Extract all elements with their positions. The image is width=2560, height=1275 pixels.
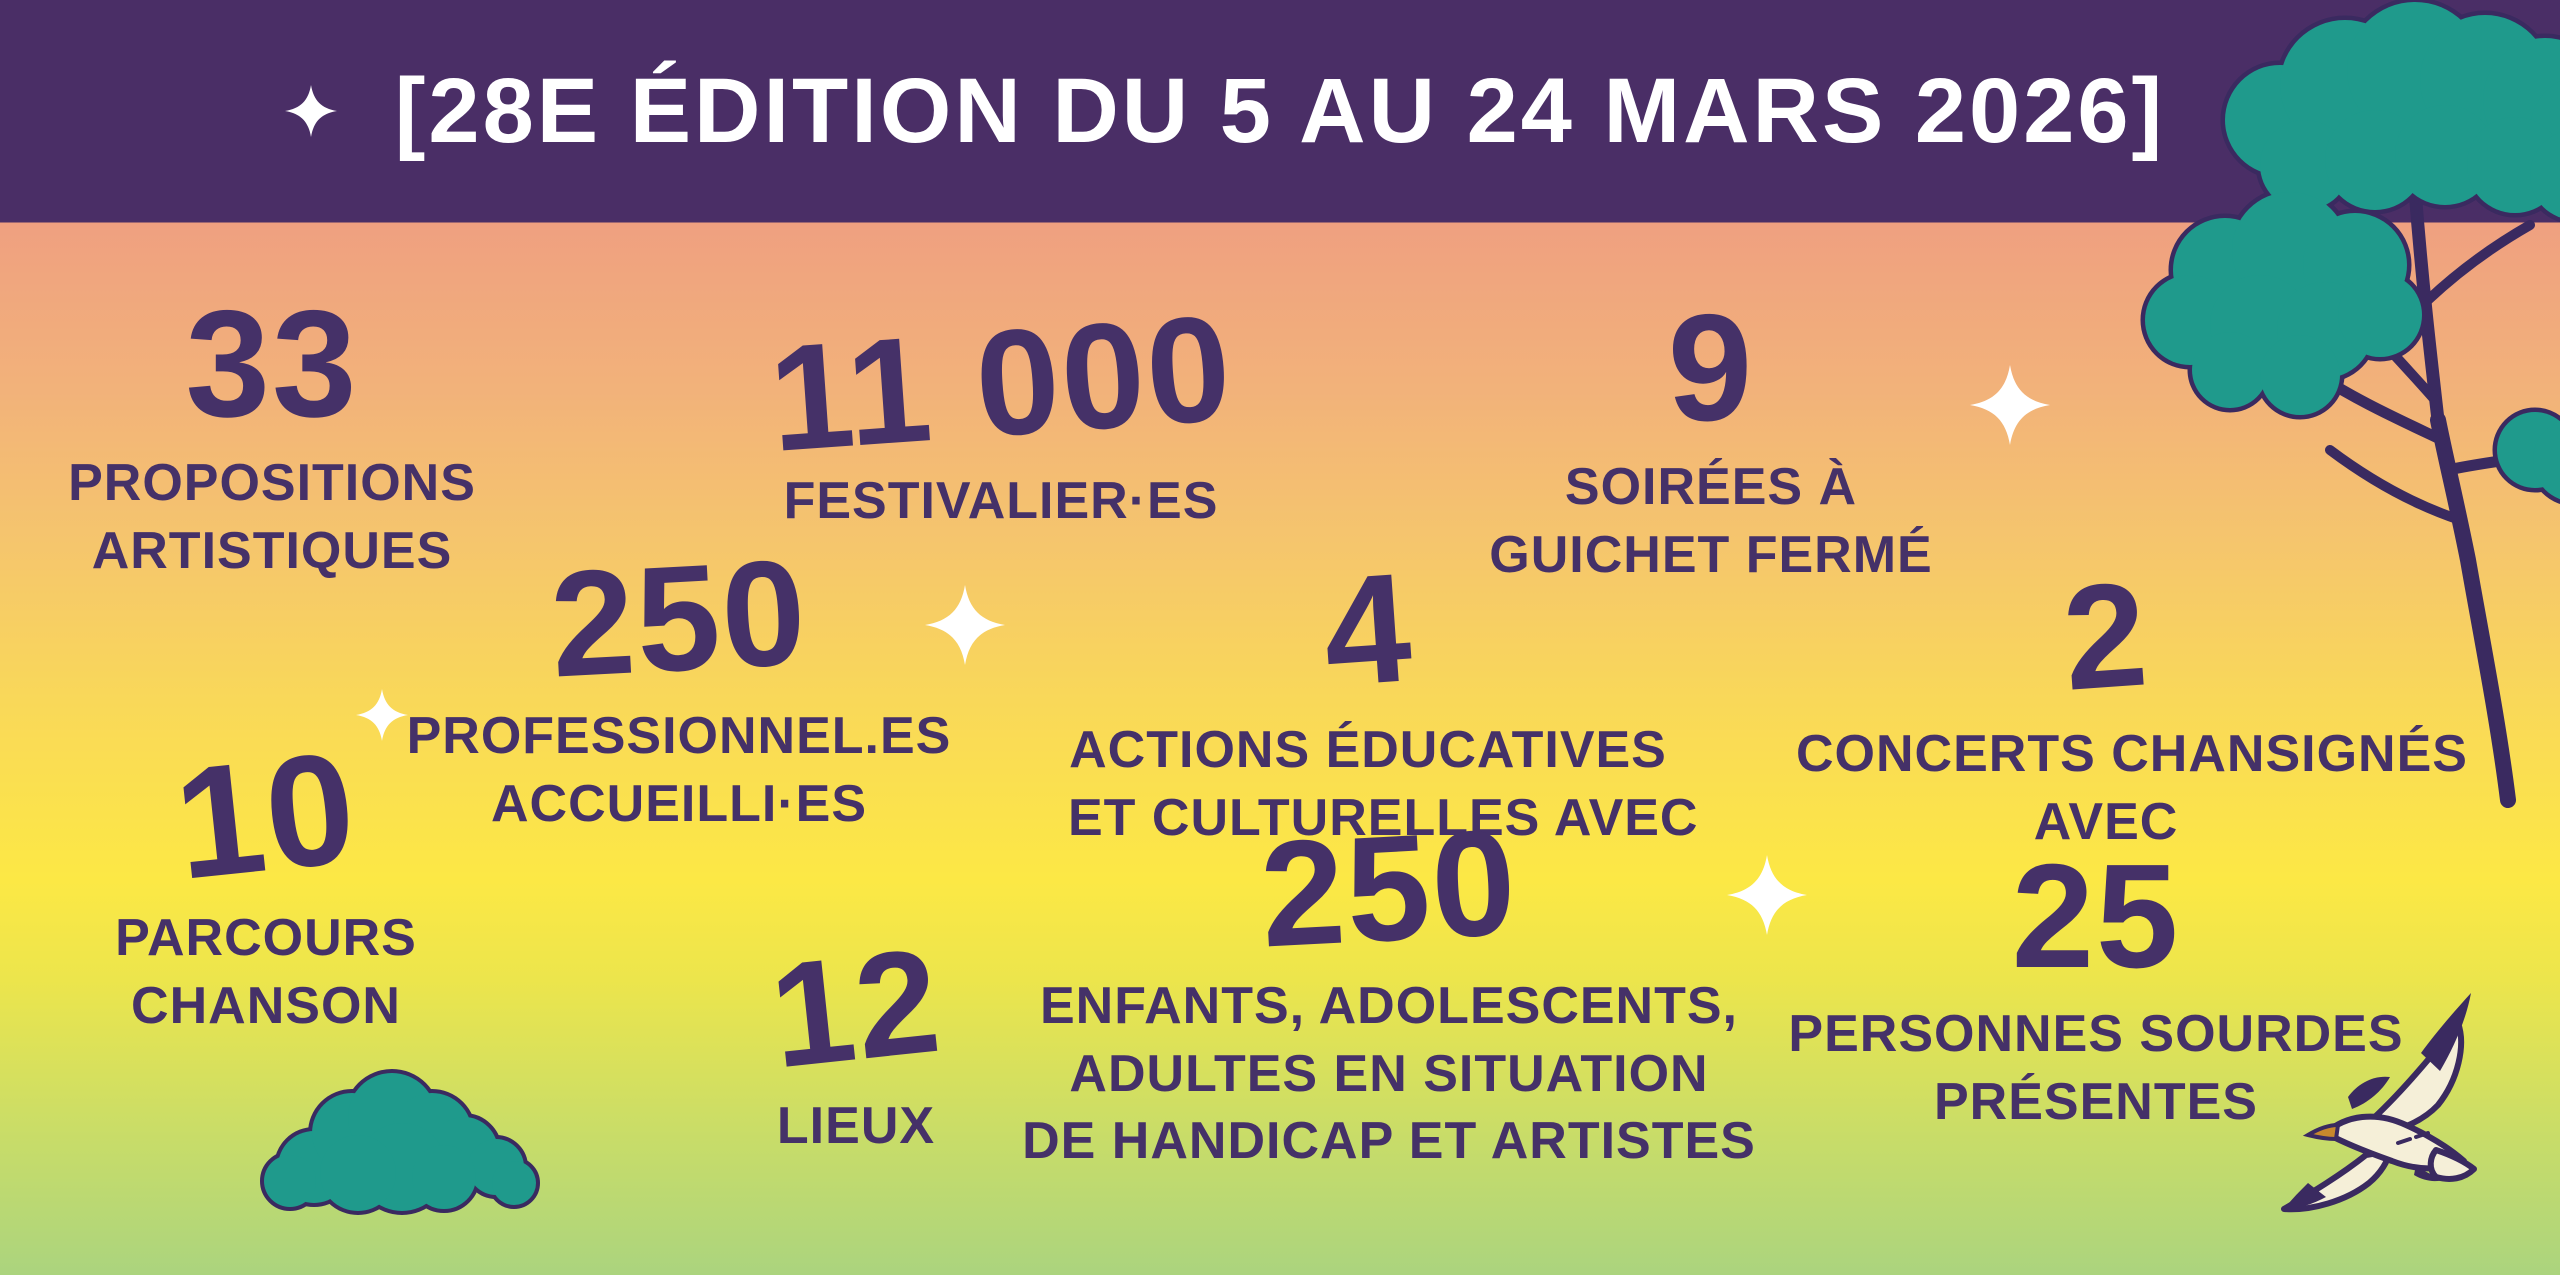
- stat-value: 11 000: [764, 283, 1238, 483]
- stat-label: SOIRÉES À: [1564, 458, 1858, 516]
- cloud-illustration: [260, 1069, 540, 1215]
- stat-value: 12: [763, 917, 949, 1100]
- stat-label: CONCERTS CHANSIGNÉS: [1796, 725, 2468, 783]
- stat-personnes-sourdes: 25 PERSONNES SOURDES PRÉSENTES: [1786, 843, 2406, 1136]
- stat-label: FESTIVALIER·ES: [783, 472, 1219, 530]
- stat-label: PARCOURS: [115, 909, 417, 967]
- stat-label: ARTISTIQUES: [91, 521, 453, 580]
- stat-label: ENFANTS, ADOLESCENTS,: [1039, 977, 1738, 1035]
- page-title: [28E ÉDITION DU 5 AU 24 MARS 2026]: [394, 59, 2166, 162]
- stat-soirees-guichet-ferme: 9 SOIRÉES À GUICHET FERMÉ: [1461, 292, 1961, 589]
- stat-label: DE HANDICAP ET ARTISTES: [1022, 1112, 1756, 1171]
- stat-label: ACTIONS ÉDUCATIVES: [1069, 721, 1667, 779]
- stat-value: 9: [1667, 283, 1755, 453]
- stat-label: PROFESSIONNEL.ES: [406, 707, 952, 765]
- sparkle-icon: [1727, 855, 1807, 935]
- stat-actions-educatives: 4 ACTIONS ÉDUCATIVES ET CULTURELLES AVEC: [1068, 540, 1699, 852]
- pine-tree-illustration: [2140, 0, 2560, 808]
- stat-label: AVEC: [2033, 792, 2179, 851]
- stat-enfants-handicap-artistes: 250 ENFANTS, ADOLESCENTS, ADULTES EN SIT…: [1009, 797, 1769, 1176]
- stat-label: PRÉSENTES: [1934, 1072, 2258, 1131]
- stat-label: GUICHET FERMÉ: [1489, 525, 1933, 584]
- stat-value: 10: [167, 719, 365, 913]
- stat-label: ACCUEILLI·ES: [491, 774, 867, 833]
- sparkle-icon: [284, 85, 337, 137]
- stat-festivaliers: 11 000 FESTIVALIER·ES: [701, 283, 1301, 536]
- stat-value: 250: [546, 527, 812, 709]
- stat-lieux: 12 LIEUX: [606, 918, 1106, 1161]
- stat-concerts-chansignes: 2 CONCERTS CHANSIGNÉS AVEC: [1796, 551, 2468, 856]
- stat-propositions-artistiques: 33 PROPOSITIONS ARTISTIQUES: [22, 288, 522, 585]
- header-band: [28E ÉDITION DU 5 AU 24 MARS 2026]: [0, 0, 2560, 222]
- stat-label: PROPOSITIONS: [68, 454, 476, 512]
- stat-professionnels-accueillis: 250 PROFESSIONNEL.ES ACCUEILLI·ES: [379, 527, 979, 838]
- stat-value: 4: [1317, 540, 1419, 719]
- seagull-bird-illustration: [2281, 993, 2477, 1213]
- stat-label: ET CULTURELLES AVEC: [1068, 788, 1699, 847]
- sparkle-icon: [1970, 365, 2050, 445]
- stat-parcours-chanson: 10 PARCOURS CHANSON: [16, 719, 516, 1040]
- stat-label: ADULTES EN SITUATION: [1069, 1044, 1709, 1103]
- stat-value: 25: [2011, 834, 2181, 999]
- sparkle-icon: [356, 689, 408, 741]
- stat-label: CHANSON: [131, 976, 401, 1035]
- stat-label: PERSONNES SOURDES: [1788, 1005, 2404, 1063]
- stat-value: 33: [185, 279, 359, 449]
- stat-value: 250: [1256, 797, 1522, 979]
- sparkle-icon: [925, 585, 1005, 665]
- stat-label: LIEUX: [776, 1097, 936, 1155]
